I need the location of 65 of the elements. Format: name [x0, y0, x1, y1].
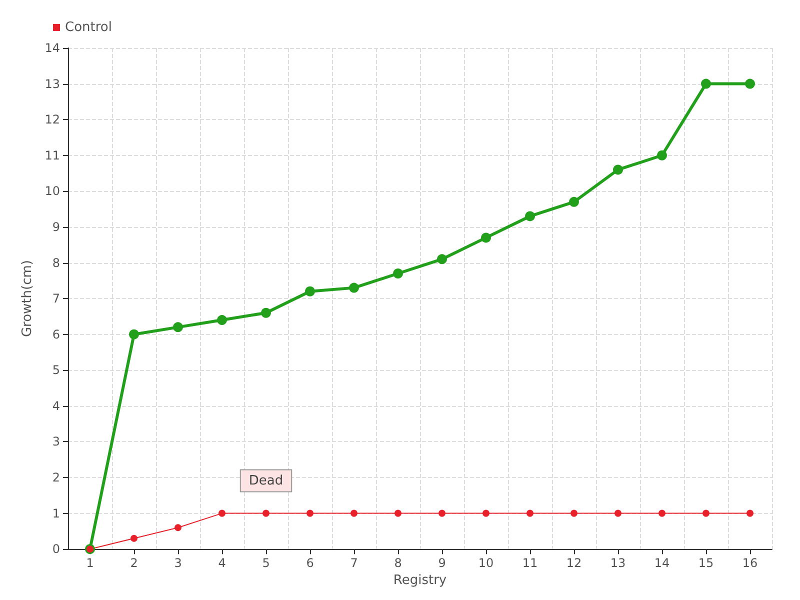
x-tick-label: 9: [438, 556, 446, 570]
point: [437, 254, 447, 264]
x-tick-label: 14: [654, 556, 670, 570]
point: [306, 510, 314, 517]
x-tick-label: 4: [218, 556, 226, 570]
x-tick-label: 3: [174, 556, 182, 570]
point: [745, 78, 755, 89]
point: [350, 510, 358, 517]
point: [130, 534, 138, 542]
point: [481, 232, 491, 243]
y-tick-label: 14: [44, 41, 60, 55]
y-tick-label: 7: [52, 292, 60, 306]
point: [394, 510, 402, 517]
x-tick-label: 1: [86, 556, 94, 570]
point: [393, 268, 403, 278]
point: [613, 164, 623, 175]
x-tick-label: 10: [478, 556, 494, 570]
y-tick-label: 9: [52, 220, 60, 234]
y-tick-label: 0: [52, 542, 60, 556]
point: [262, 510, 270, 517]
point: [438, 510, 446, 517]
point: [261, 308, 271, 318]
point: [702, 510, 710, 517]
point: [746, 510, 754, 517]
point: [217, 315, 227, 326]
x-tick-label: 11: [522, 556, 538, 570]
y-tick-label: 12: [44, 112, 60, 127]
legend-label: Control: [65, 20, 112, 35]
point: [526, 510, 534, 517]
y-axis-title: Growth(cm): [20, 260, 35, 338]
x-tick-label: 7: [350, 556, 358, 570]
x-tick-label: 8: [394, 556, 402, 570]
y-tick-label: 4: [52, 398, 60, 413]
y-tick-label: 5: [52, 363, 60, 378]
y-tick-label: 10: [44, 184, 60, 198]
x-tick-label: 15: [698, 556, 714, 570]
point: [305, 286, 315, 296]
point: [657, 150, 667, 160]
x-tick-label: 13: [610, 556, 626, 570]
point: [570, 510, 578, 517]
point: [614, 510, 622, 517]
point: [701, 78, 711, 89]
point: [173, 322, 183, 332]
point: [525, 211, 535, 222]
x-tick-label: 2: [130, 556, 138, 570]
y-tick-label: 6: [52, 327, 60, 342]
point: [482, 510, 490, 517]
x-axis-title: Registry: [393, 573, 447, 588]
point: [569, 196, 579, 207]
point: [129, 329, 139, 340]
y-tick-label: 11: [44, 148, 60, 162]
x-tick-label: 12: [566, 556, 582, 570]
y-tick-label: 13: [44, 76, 60, 91]
x-tick-label: 5: [262, 556, 270, 570]
y-tick-label: 3: [52, 434, 60, 449]
y-tick-label: 8: [52, 256, 60, 270]
point: [174, 524, 182, 532]
y-tick-label: 1: [52, 506, 60, 520]
x-tick-label: 16: [742, 556, 758, 570]
annotation: Dead: [248, 473, 284, 488]
x-tick-label: 6: [306, 556, 314, 570]
y-tick-label: 2: [52, 470, 60, 485]
point: [658, 510, 666, 517]
point: [349, 282, 359, 293]
point: [218, 510, 226, 517]
